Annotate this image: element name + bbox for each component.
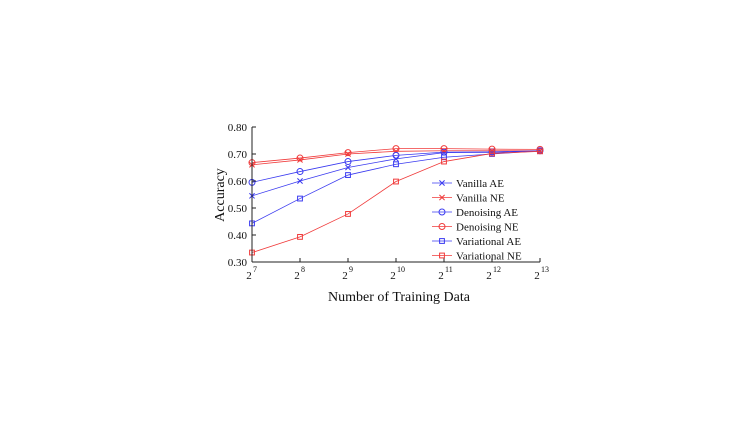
y-tick-label: 0.80 — [228, 122, 248, 134]
data-point — [297, 178, 303, 184]
data-point — [344, 158, 352, 166]
x-tick-base: 2 — [246, 270, 252, 282]
legend-marker — [439, 238, 445, 244]
y-tick-label: 0.50 — [228, 203, 248, 215]
legend-label: Variational AE — [456, 236, 521, 248]
data-point — [488, 145, 496, 153]
series-line — [251, 148, 541, 164]
plot-area — [248, 145, 544, 256]
x-tick-exponent: 7 — [253, 265, 257, 274]
data-point — [393, 178, 399, 185]
data-point — [296, 154, 304, 162]
data-point — [344, 149, 352, 157]
x-tick-exponent: 9 — [349, 265, 353, 274]
x-tick-label: 27 — [246, 265, 257, 282]
y-tick-label: 0.70 — [228, 149, 248, 161]
legend-marker — [439, 194, 445, 201]
x-tick-exponent: 8 — [301, 265, 305, 274]
x-tick-base: 2 — [294, 270, 300, 282]
x-tick-base: 2 — [486, 270, 492, 282]
x-tick-exponent: 11 — [445, 265, 453, 274]
x-tick-label: 210 — [390, 265, 405, 282]
series-vanilla-ae — [249, 148, 543, 199]
x-tick-base: 2 — [390, 270, 396, 282]
data-point — [345, 172, 351, 178]
x-tick-label: 213 — [534, 265, 549, 282]
data-point — [537, 148, 543, 155]
legend-item: Vanilla NE — [432, 193, 505, 205]
data-point — [536, 145, 544, 153]
legend-item: Denoising NE — [432, 222, 519, 234]
y-axis-title: Accuracy — [213, 168, 228, 222]
legend-item: Variational NE — [432, 251, 522, 263]
y-tick-label: 0.30 — [228, 257, 248, 269]
data-point — [392, 151, 400, 159]
legend-label: Denoising AE — [456, 207, 518, 219]
data-point — [441, 158, 447, 165]
legend-label: Denoising NE — [456, 222, 519, 234]
legend-marker — [439, 252, 445, 259]
legend-marker — [438, 223, 446, 230]
x-tick-exponent: 10 — [397, 265, 405, 274]
y-tick-label: 0.60 — [228, 176, 248, 188]
x-tick-base: 2 — [438, 270, 444, 282]
series-line — [251, 150, 541, 253]
data-point — [392, 145, 400, 153]
data-point — [393, 161, 399, 168]
data-point — [393, 155, 399, 162]
series-denoising-ne — [248, 145, 544, 167]
legend-marker — [439, 180, 445, 186]
legend-item: Variational AE — [432, 236, 521, 248]
legend-label: Vanilla NE — [456, 193, 505, 205]
x-axis-title: Number of Training Data — [328, 290, 471, 305]
data-point — [440, 145, 448, 153]
x-tick-label: 28 — [294, 265, 305, 282]
data-point — [297, 233, 303, 240]
x-tick-exponent: 13 — [541, 265, 549, 274]
x-tick-label: 29 — [342, 265, 353, 282]
legend-item: Denoising AE — [432, 207, 518, 219]
y-tick-label: 0.40 — [228, 230, 248, 242]
x-tick-label: 212 — [486, 265, 501, 282]
series-line — [251, 150, 541, 224]
data-point — [489, 150, 495, 157]
legend-marker — [438, 208, 446, 216]
legend-item: Vanilla AE — [432, 178, 504, 190]
x-tick-base: 2 — [534, 270, 540, 282]
x-tick-label: 211 — [438, 265, 452, 282]
data-point — [345, 164, 351, 171]
data-point — [297, 195, 303, 202]
x-tick-exponent: 12 — [493, 265, 501, 274]
axes: 0.300.400.500.600.700.802728292102112122… — [228, 122, 549, 282]
legend: Vanilla AE Vanilla NE Denoising AE Denoisin… — [432, 178, 522, 263]
data-point — [296, 168, 304, 176]
data-point — [345, 211, 351, 217]
x-tick-base: 2 — [342, 270, 348, 282]
legend-label: Vanilla AE — [456, 178, 504, 190]
legend-label: Variational NE — [456, 251, 522, 263]
